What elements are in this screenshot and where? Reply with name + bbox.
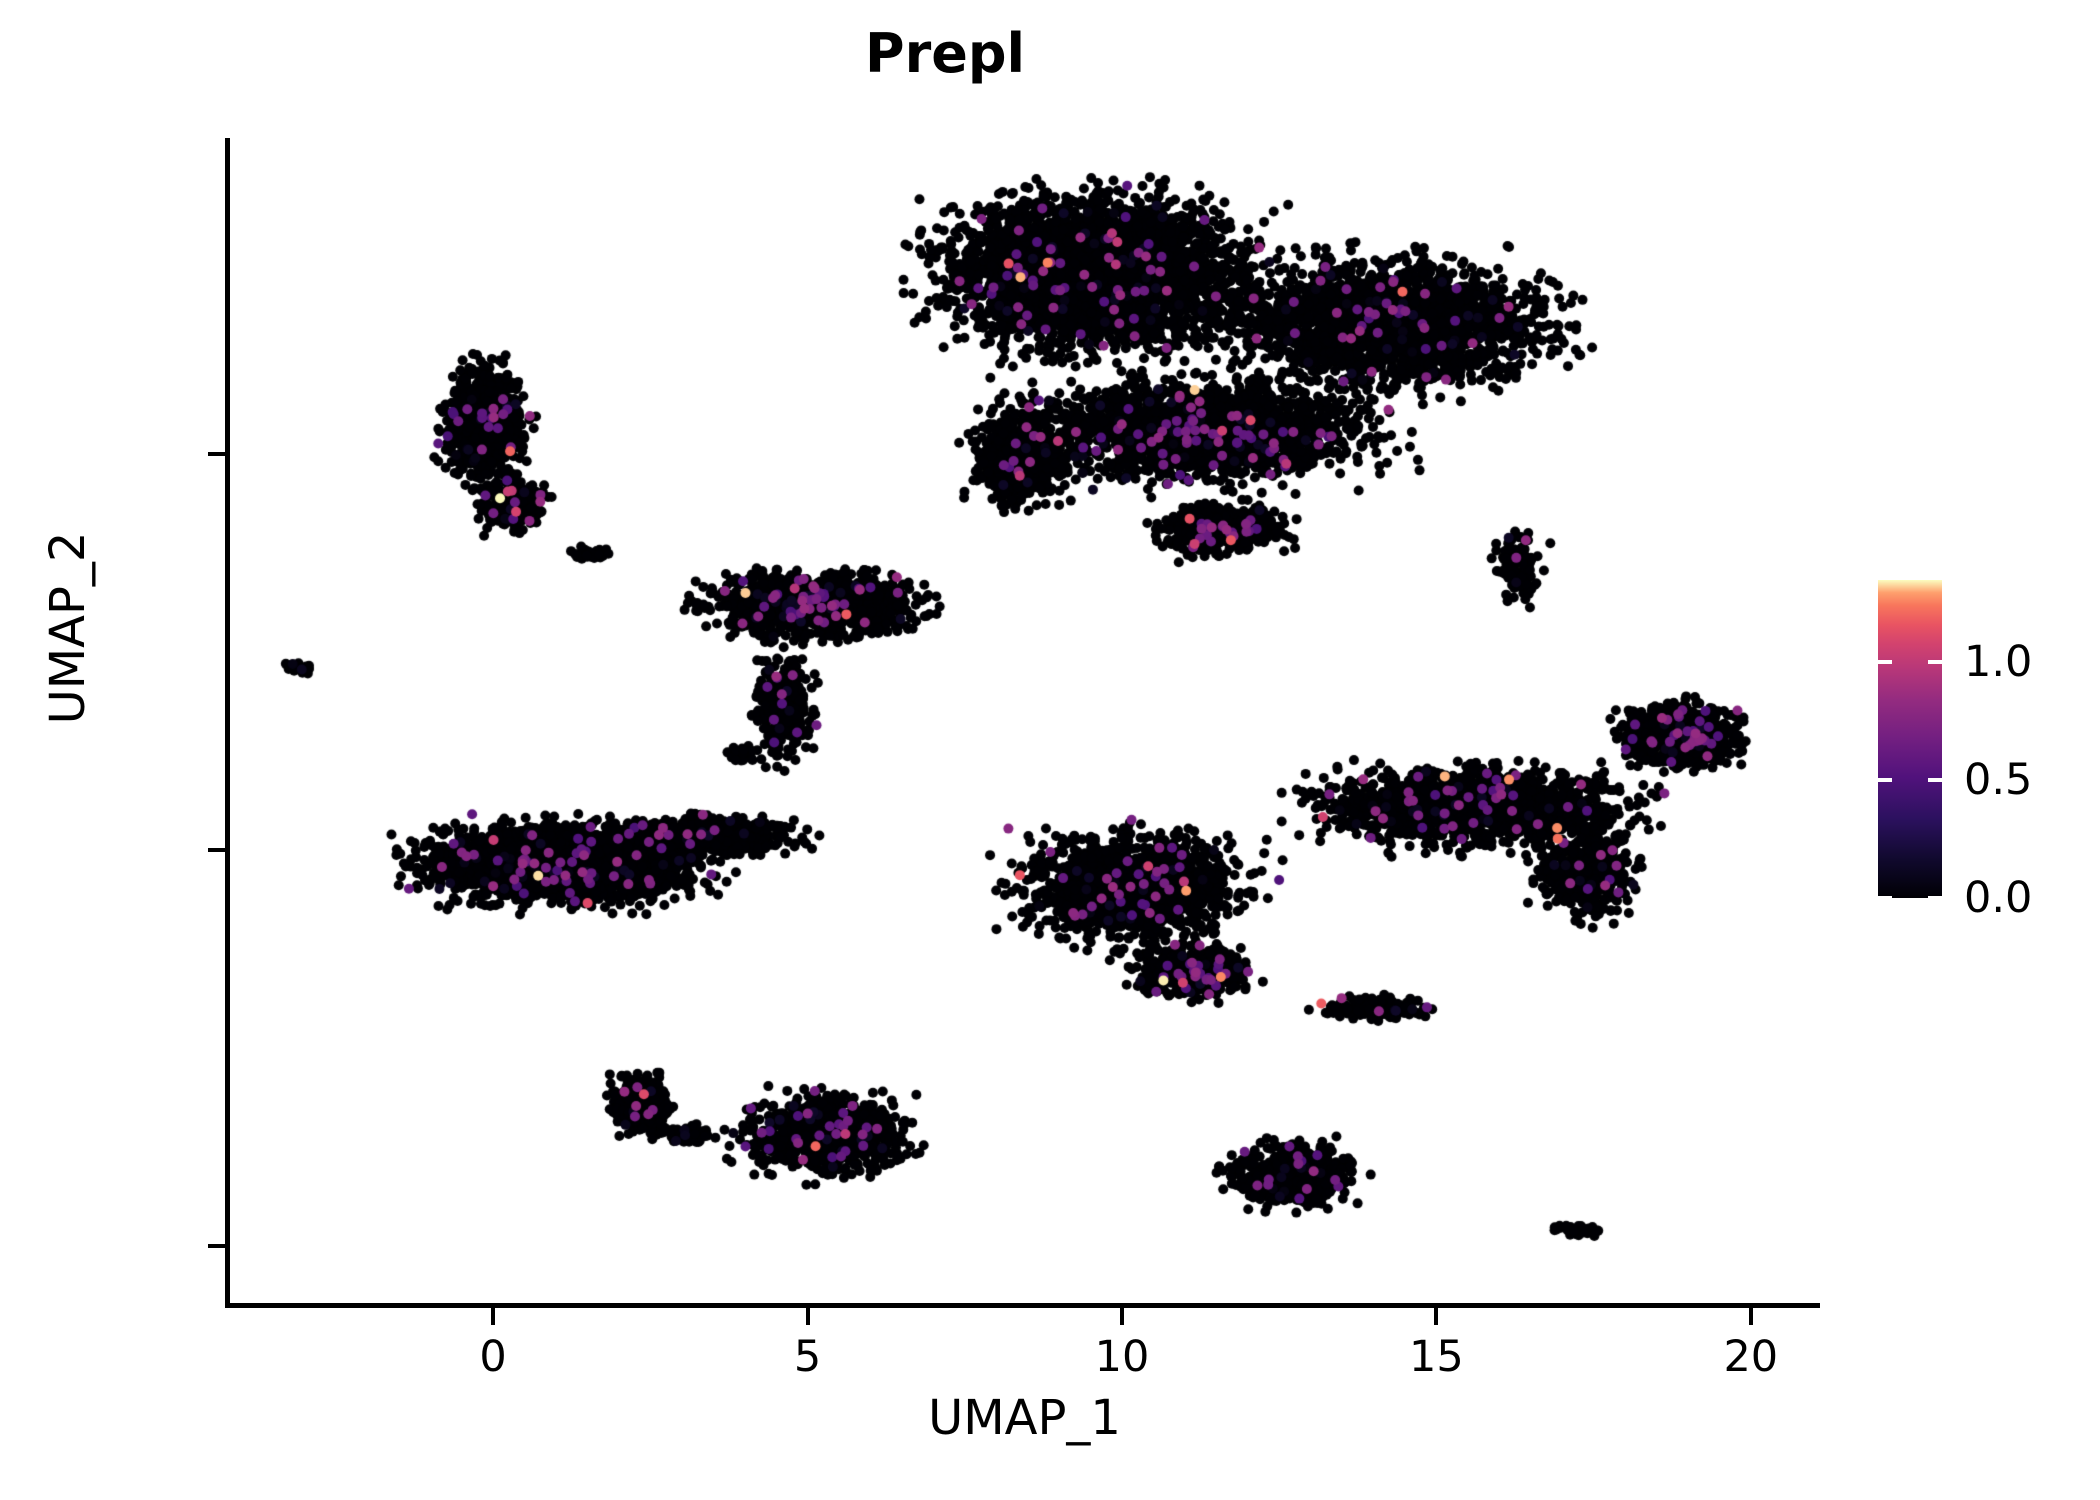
x-tick-mark: [805, 1308, 810, 1325]
x-tick-mark: [491, 1308, 496, 1325]
x-axis-label: UMAP_1: [928, 1390, 1121, 1446]
y-tick-mark: [208, 452, 225, 457]
colorbar-tick-mark: [1928, 778, 1942, 783]
y-tick-label: -10: [0, 1221, 2, 1271]
x-tick-label: 20: [1723, 1332, 1779, 1382]
y-tick-label: 10: [0, 429, 2, 479]
colorbar-tick-label: 0.0: [1964, 873, 2033, 923]
x-tick-label: 5: [793, 1332, 822, 1382]
x-tick-label: 0: [479, 1332, 507, 1382]
y-axis-spine: [225, 138, 230, 1308]
colorbar-tick-mark: [1878, 896, 1892, 900]
x-tick-mark: [1434, 1308, 1439, 1325]
y-axis-label: UMAP_2: [40, 531, 96, 725]
x-axis-spine: [225, 1303, 1820, 1308]
x-tick-label: 15: [1409, 1332, 1464, 1382]
colorbar-tick-label: 1.0: [1964, 637, 2033, 688]
colorbar-tick-mark: [1928, 896, 1942, 900]
colorbar-tick-mark: [1878, 660, 1892, 665]
colorbar-tick-label: 0.5: [1964, 755, 2033, 806]
y-tick-mark: [208, 848, 225, 853]
x-tick-mark: [1748, 1308, 1753, 1325]
y-tick-mark: [208, 1243, 225, 1248]
colorbar-tick-mark: [1878, 778, 1892, 783]
colorbar-tick-mark: [1928, 660, 1942, 665]
y-tick-label: 0: [0, 825, 2, 875]
colorbar-gradient: [1878, 580, 1942, 898]
x-tick-label: 10: [1094, 1332, 1150, 1382]
x-tick-mark: [1119, 1308, 1124, 1325]
